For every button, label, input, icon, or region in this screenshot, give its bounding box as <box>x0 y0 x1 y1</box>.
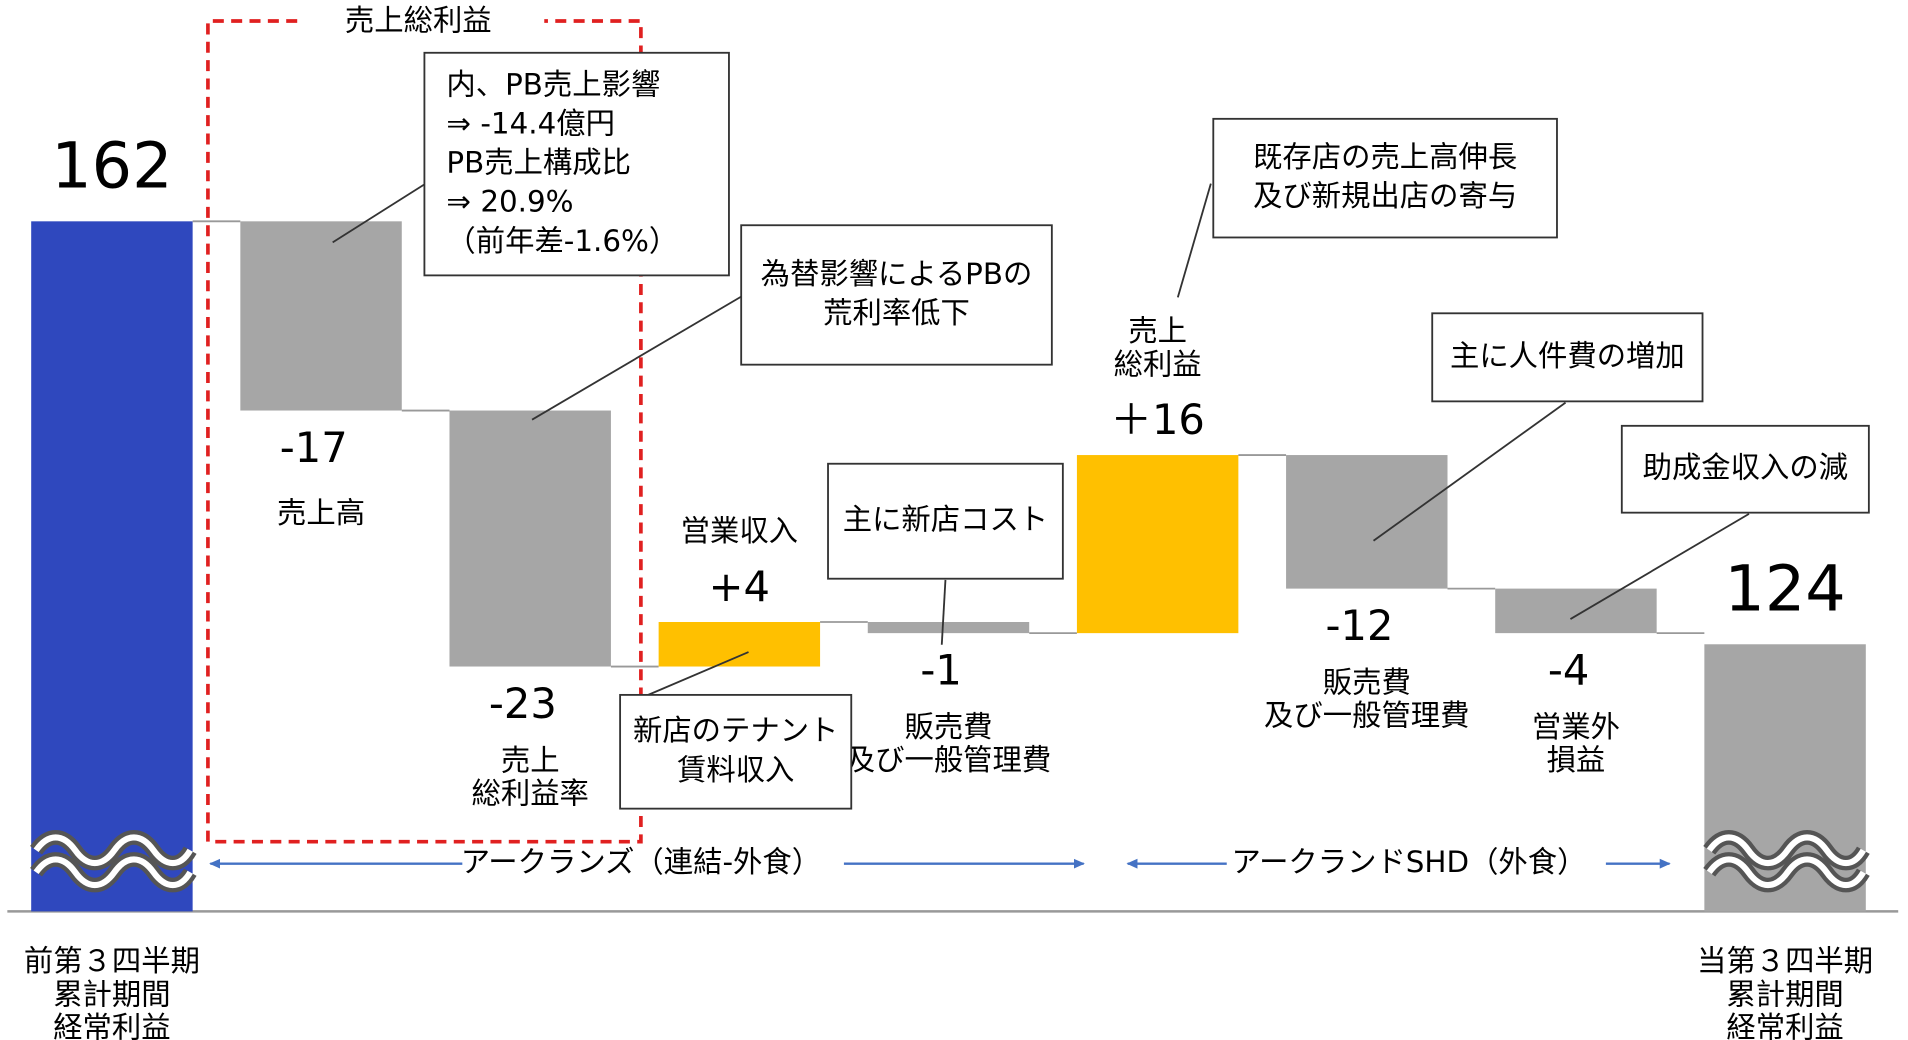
callout-box <box>1431 312 1704 403</box>
callout-text: 賃料収入 <box>677 753 794 787</box>
callout-box <box>827 462 1064 580</box>
bar <box>449 410 611 667</box>
axis-break <box>1706 856 1867 889</box>
category-label: 及び一般管理費 <box>846 743 1051 777</box>
callout-box <box>740 224 1053 366</box>
value-label: 162 <box>51 129 172 203</box>
callout-box <box>423 51 730 277</box>
callout-box <box>619 693 853 810</box>
value-label: -4 <box>1548 645 1589 694</box>
category-label: 売上 <box>501 743 560 777</box>
category-label: 損益 <box>1547 743 1606 777</box>
callout-text: ⇒ 20.9% <box>446 185 573 219</box>
axis-break <box>33 856 193 889</box>
callout-leader <box>1372 401 1567 542</box>
callout-text: 及び新規出店の寄与 <box>1253 179 1517 213</box>
category-label: 販売費 <box>904 710 992 744</box>
callout-leader <box>647 651 749 696</box>
category-label: 累計期間 <box>53 977 170 1011</box>
callout-leader <box>940 579 947 645</box>
value-label: ＋16 <box>1110 395 1205 444</box>
category-label: 累計期間 <box>1726 977 1843 1011</box>
bar <box>1076 455 1239 634</box>
axis-break <box>33 834 193 867</box>
category-label: 総利益率 <box>472 776 589 810</box>
category-label: 営業外 <box>1532 710 1620 744</box>
callout-text: 内、PB売上影響 <box>446 67 660 101</box>
callout-text: ⇒ -14.4億円 <box>446 106 615 140</box>
callout-text: PB売上構成比 <box>446 146 631 180</box>
callout-text: 既存店の売上高伸長 <box>1253 140 1517 174</box>
bar <box>658 622 821 667</box>
callout-text: 主に人件費の増加 <box>1450 339 1685 373</box>
bracket-box <box>206 19 643 844</box>
category-label: 経常利益 <box>1726 1010 1843 1040</box>
value-label: -17 <box>280 423 348 472</box>
axis-break <box>1706 834 1867 867</box>
value-label: 124 <box>1724 551 1845 625</box>
callout-leader <box>531 292 747 421</box>
value-label: -23 <box>489 679 557 728</box>
callout-leader <box>1569 513 1750 620</box>
callout-box <box>1620 424 1870 514</box>
callout-text: 助成金収入の減 <box>1643 451 1848 485</box>
category-label: 売上高 <box>277 496 365 530</box>
category-label: 売上 <box>1128 314 1187 348</box>
callout-text: 荒利率低下 <box>823 296 970 330</box>
callout-leader <box>1176 183 1212 298</box>
bar <box>1495 588 1657 634</box>
category-label: 販売費 <box>1323 666 1411 700</box>
value-label: +4 <box>709 562 770 611</box>
callout-text: 主に新店コスト <box>843 503 1048 537</box>
bar <box>867 622 1030 634</box>
category-label: 及び一般管理費 <box>1264 699 1469 733</box>
callout-box <box>1212 117 1558 239</box>
value-label: -1 <box>920 645 961 694</box>
category-label: 経常利益 <box>53 1010 170 1040</box>
category-label: 前第３四半期 <box>24 944 200 978</box>
callout-text: 新店のテナント <box>633 714 838 748</box>
bar <box>31 221 193 912</box>
callout-text: （前年差-1.6%） <box>446 224 678 258</box>
segment-label: アークランズ（連結-外食） <box>461 845 821 879</box>
value-label: -12 <box>1325 601 1393 650</box>
callout-leader <box>332 182 427 244</box>
bar <box>240 221 402 411</box>
segment-label: アークランドSHD（外食） <box>1232 845 1587 879</box>
bar <box>1286 455 1448 589</box>
bracket-title: 売上総利益 <box>345 4 492 38</box>
category-label: 当第３四半期 <box>1697 944 1873 978</box>
category-label: 総利益 <box>1114 347 1202 381</box>
callout-text: 為替影響によるPBの <box>761 257 1033 291</box>
category-label: 営業収入 <box>681 514 798 548</box>
